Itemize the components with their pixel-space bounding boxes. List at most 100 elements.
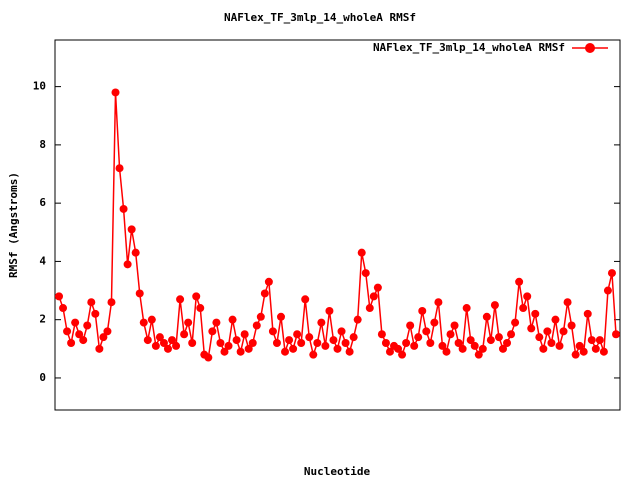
point bbox=[398, 350, 407, 359]
point bbox=[196, 304, 205, 313]
point bbox=[523, 292, 532, 301]
point bbox=[55, 292, 63, 301]
point bbox=[272, 338, 281, 347]
point bbox=[159, 338, 168, 347]
point bbox=[402, 338, 411, 347]
point bbox=[83, 321, 92, 330]
point bbox=[305, 333, 314, 342]
point bbox=[551, 315, 560, 324]
point bbox=[107, 298, 116, 307]
point bbox=[155, 333, 164, 342]
point bbox=[462, 304, 471, 313]
point bbox=[188, 338, 197, 347]
point bbox=[373, 283, 382, 292]
point bbox=[313, 338, 322, 347]
y-tick-label: 10 bbox=[33, 80, 46, 93]
point bbox=[103, 327, 112, 336]
point bbox=[377, 330, 386, 339]
point bbox=[559, 327, 568, 336]
point bbox=[119, 204, 128, 213]
point bbox=[135, 289, 144, 298]
point bbox=[567, 321, 576, 330]
point bbox=[599, 347, 608, 356]
point bbox=[180, 330, 189, 339]
point bbox=[224, 341, 233, 350]
point bbox=[333, 344, 342, 353]
point bbox=[115, 164, 124, 173]
point bbox=[470, 341, 479, 350]
point bbox=[535, 333, 544, 342]
legend-label: NAFlex_TF_3mlp_14_wholeA RMSf bbox=[373, 41, 565, 54]
point bbox=[446, 330, 455, 339]
point bbox=[365, 304, 374, 313]
point bbox=[111, 88, 120, 97]
point bbox=[341, 338, 350, 347]
point bbox=[232, 336, 241, 345]
point bbox=[410, 341, 419, 350]
point bbox=[260, 289, 269, 298]
point bbox=[147, 315, 156, 324]
point bbox=[507, 330, 516, 339]
point bbox=[95, 344, 104, 353]
point bbox=[252, 321, 261, 330]
point bbox=[91, 309, 100, 318]
series-line bbox=[58, 92, 617, 359]
point bbox=[442, 347, 451, 356]
y-tick-label: 0 bbox=[39, 371, 46, 384]
y-axis-label: RMSf (Angstroms) bbox=[7, 172, 20, 278]
point bbox=[426, 338, 435, 347]
point bbox=[143, 336, 152, 345]
point bbox=[555, 341, 564, 350]
point bbox=[571, 350, 580, 359]
point bbox=[321, 341, 330, 350]
point bbox=[75, 330, 84, 339]
point bbox=[357, 248, 366, 257]
point bbox=[450, 321, 459, 330]
point bbox=[591, 344, 600, 353]
point bbox=[369, 292, 378, 301]
plot-frame bbox=[54, 39, 621, 411]
point bbox=[503, 338, 512, 347]
point bbox=[301, 295, 310, 304]
point bbox=[430, 318, 439, 327]
point bbox=[494, 333, 503, 342]
point bbox=[163, 344, 172, 353]
point bbox=[192, 292, 201, 301]
point bbox=[212, 318, 221, 327]
point bbox=[486, 336, 495, 345]
point bbox=[208, 327, 217, 336]
point bbox=[422, 327, 431, 336]
point bbox=[394, 344, 403, 353]
point bbox=[87, 298, 96, 307]
point bbox=[418, 306, 427, 315]
point bbox=[498, 344, 507, 353]
point bbox=[325, 306, 334, 315]
point bbox=[511, 318, 520, 327]
point bbox=[289, 344, 298, 353]
point bbox=[297, 338, 306, 347]
point bbox=[99, 333, 108, 342]
point bbox=[59, 304, 68, 313]
point bbox=[184, 318, 193, 327]
point bbox=[361, 269, 370, 278]
point bbox=[349, 333, 358, 342]
point bbox=[539, 344, 548, 353]
point bbox=[79, 336, 88, 345]
x-axis-label: Nucleotide bbox=[304, 465, 371, 478]
y-tick-label: 8 bbox=[39, 138, 46, 151]
point bbox=[309, 350, 318, 359]
point bbox=[293, 330, 302, 339]
legend-marker bbox=[585, 43, 595, 53]
point bbox=[285, 336, 294, 345]
point bbox=[244, 344, 253, 353]
point bbox=[204, 353, 213, 362]
point bbox=[240, 330, 249, 339]
point bbox=[281, 347, 290, 356]
point bbox=[406, 321, 415, 330]
point bbox=[168, 336, 177, 345]
point bbox=[71, 318, 80, 327]
point bbox=[264, 277, 273, 286]
chart-title: NAFlex_TF_3mlp_14_wholeA RMSf bbox=[224, 11, 416, 24]
point bbox=[454, 338, 463, 347]
